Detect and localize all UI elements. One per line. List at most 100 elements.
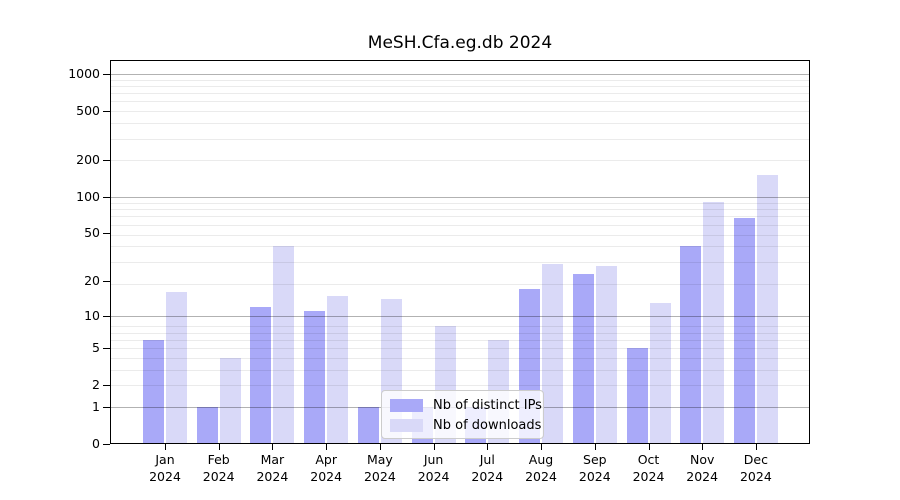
x-tick-mark-dec: [755, 444, 757, 450]
y-tick-mark-10: [103, 315, 110, 317]
y-tick-mark-500: [103, 111, 110, 112]
bar-downloads-feb: [219, 357, 241, 444]
gridline-1000: [110, 74, 810, 75]
bar-distinct-ips-nov: [680, 246, 702, 444]
minor-gridline: [110, 283, 810, 285]
y-tick-mark-100: [103, 196, 110, 198]
plot-area: Nb of distinct IPs Nb of downloads: [110, 60, 810, 444]
bar-downloads-aug: [542, 263, 563, 444]
x-tick-mark-feb: [218, 444, 220, 450]
y-tick-label-200: 200: [76, 151, 100, 167]
minor-gridline: [110, 138, 810, 140]
minor-gridline: [110, 111, 810, 113]
bar-downloads-sep: [595, 265, 617, 444]
y-tick-label-500: 500: [76, 103, 100, 118]
x-tick-mark-nov: [702, 444, 704, 450]
minor-gridline: [110, 369, 810, 371]
y-tick-mark-1: [103, 406, 110, 408]
y-tick-label-0: 0: [92, 436, 100, 451]
y-tick-label-2: 2: [92, 377, 100, 393]
minor-gridline: [110, 216, 810, 218]
minor-gridline: [110, 261, 810, 263]
legend-swatch-downloads: [390, 418, 423, 432]
x-tick-label-aug: Aug 2024: [525, 452, 557, 484]
y-tick-label-5: 5: [92, 340, 100, 355]
x-tick-mark-may: [379, 444, 381, 450]
minor-gridline: [110, 224, 810, 226]
x-tick-mark-sep: [594, 444, 596, 450]
bar-downloads-oct: [649, 302, 671, 444]
bar-downloads-jan: [166, 292, 187, 444]
legend-swatch-distinct-ips: [390, 398, 423, 412]
chart-title: MeSH.Cfa.eg.db 2024: [367, 33, 553, 53]
x-tick-mark-jul: [487, 444, 489, 450]
y-tick-mark-5: [103, 348, 110, 349]
minor-gridline: [110, 86, 810, 87]
minor-gridline: [110, 357, 810, 359]
y-tick-mark-2: [103, 385, 110, 387]
minor-gridline: [110, 101, 810, 103]
bar-distinct-ips-dec: [733, 218, 755, 444]
legend: Nb of distinct IPs Nb of downloads: [381, 390, 544, 439]
x-tick-label-feb: Feb 2024: [202, 452, 235, 484]
x-tick-mark-jun: [433, 444, 435, 450]
x-tick-mark-mar: [272, 444, 274, 450]
x-tick-mark-aug: [541, 444, 542, 450]
legend-label-downloads: Nb of downloads: [433, 417, 542, 433]
minor-gridline: [110, 348, 810, 349]
legend-label-distinct-ips: Nb of distinct IPs: [433, 397, 542, 413]
minor-gridline: [110, 332, 810, 334]
bar-downloads-apr: [327, 295, 349, 444]
bar-distinct-ips-sep: [572, 273, 594, 444]
minor-gridline: [110, 326, 810, 328]
y-tick-mark-50: [103, 233, 110, 235]
bar-distinct-ips-mar: [250, 306, 272, 444]
minor-gridline: [110, 93, 810, 95]
legend-row-downloads: Nb of downloads: [390, 415, 543, 435]
gridline-10: [110, 315, 810, 317]
minor-gridline: [110, 246, 810, 248]
x-tick-label-sep: Sep 2024: [578, 452, 611, 484]
minor-gridline: [110, 234, 810, 236]
x-tick-label-mar: Mar 2024: [256, 452, 289, 484]
minor-gridline: [110, 209, 810, 211]
minor-gridline: [110, 160, 810, 162]
y-tick-mark-20: [103, 280, 110, 282]
bar-distinct-ips-jan: [143, 339, 164, 444]
x-tick-label-apr: Apr 2024: [310, 452, 343, 484]
y-tick-label-20: 20: [84, 272, 100, 288]
bar-distinct-ips-apr: [304, 310, 326, 444]
minor-gridline: [110, 385, 810, 387]
y-tick-mark-0: [103, 444, 110, 445]
y-tick-label-1: 1: [92, 398, 100, 414]
minor-gridline: [110, 79, 810, 81]
x-tick-label-nov: Nov 2024: [686, 452, 719, 484]
x-tick-mark-apr: [326, 444, 328, 450]
minor-gridline: [110, 203, 810, 204]
y-tick-label-100: 100: [76, 188, 100, 204]
x-tick-label-jul: Jul 2024: [471, 452, 504, 484]
bar-distinct-ips-feb: [196, 406, 218, 444]
bar-downloads-nov: [703, 201, 725, 444]
minor-gridline: [110, 339, 810, 341]
bar-downloads-dec: [756, 175, 778, 444]
y-tick-label-10: 10: [84, 307, 100, 323]
y-tick-mark-1000: [103, 74, 110, 75]
bar-distinct-ips-oct: [626, 348, 648, 444]
y-tick-mark-200: [103, 159, 110, 161]
minor-gridline: [110, 123, 810, 125]
bar-distinct-ips-may: [357, 406, 379, 444]
x-tick-label-jun: Jun 2024: [417, 452, 450, 484]
x-tick-label-oct: Oct 2024: [632, 452, 665, 484]
x-tick-label-dec: Dec 2024: [739, 452, 772, 484]
bar-downloads-mar: [273, 246, 295, 444]
x-tick-mark-jan: [165, 444, 166, 450]
y-tick-label-50: 50: [84, 225, 100, 241]
x-tick-label-may: May 2024: [363, 452, 396, 484]
y-tick-label-1000: 1000: [68, 66, 100, 81]
legend-row-distinct-ips: Nb of distinct IPs: [390, 395, 543, 415]
gridline-100: [110, 196, 810, 198]
x-tick-label-jan: Jan 2024: [149, 452, 181, 484]
x-tick-mark-oct: [648, 444, 650, 450]
